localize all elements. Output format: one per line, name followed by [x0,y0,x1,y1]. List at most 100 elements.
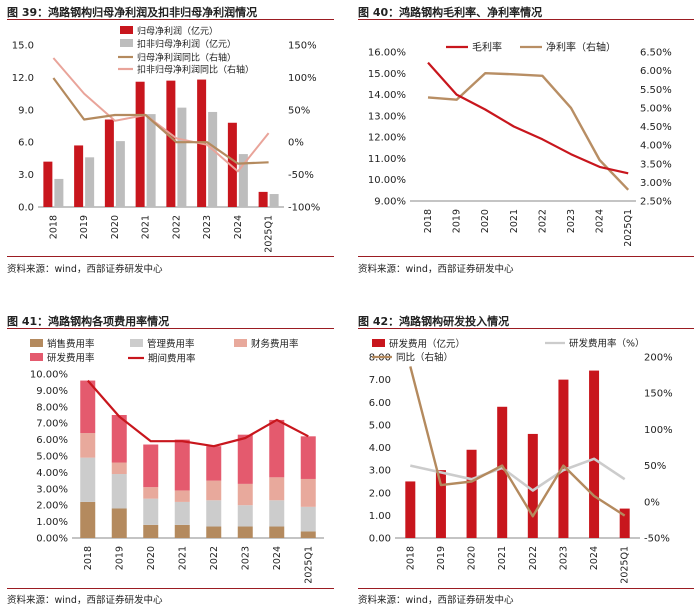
fig41-bar-admin-4 [206,500,222,527]
fig41-bar-sales-7 [300,531,316,538]
fig39-tick-left-5: 15.0 [12,41,34,52]
fig41-source: 资料来源：wind，西部证券研发中心 [7,595,163,606]
fig39-tick-left-3: 9.0 [18,105,34,116]
fig42-title: 图 42：鸿路钢构研发投入情况 [358,315,510,328]
fig39-bar-net-2 [104,119,114,207]
fig41-bar-admin-6 [269,500,285,527]
fig39-legend-deducted-swatch [120,39,133,47]
fig42-xtick-6: 2024 [589,546,600,570]
fig40-legend-gross-label: 毛利率 [472,41,502,54]
fig39-bar-deducted-2 [115,141,125,207]
fig39-bar-net-0 [43,161,53,207]
fig42-tick-right-2: 50% [644,461,666,472]
fig41-bar-admin-1 [111,474,127,509]
fig40-tick-right-0: 2.50% [640,197,672,208]
fig41-legend-finance-swatch [234,339,247,347]
fig42-tick-right-3: 100% [644,425,673,436]
fig41-bar-finance-5 [237,483,253,506]
fig42-xtick-1: 2019 [436,546,447,570]
fig42-tick-left-6: 6.00 [369,398,391,409]
fig41-bar-finance-1 [111,462,127,475]
fig41-bar-admin-5 [237,505,253,527]
fig41-bar-sales-0 [80,501,96,538]
fig40-source-rule [358,256,694,257]
fig42-legend-rate-label: 研发费用率（%） [569,338,645,350]
fig40-tick-left-7: 16.00% [368,48,406,59]
fig39-bar-deducted-7 [269,194,279,207]
fig41-tick-left-6: 6.00% [36,435,68,446]
fig41-bar-sales-2 [143,524,159,538]
fig41-tick-left-7: 7.00% [36,419,68,430]
fig41-tick-left-10: 10.00% [30,370,68,381]
fig39-legend-deducted-yoy-label: 扣非归母净利润同比（右轴） [137,64,254,76]
fig39-bar-deducted-5 [208,111,218,207]
fig42-source: 资料来源：wind，西部证券研发中心 [358,595,514,606]
fig41-source-rule [7,588,334,589]
fig39-bar-net-3 [135,81,145,207]
fig42-source-rule [358,588,694,589]
fig41-bar-finance-3 [174,490,190,502]
fig41-tick-left-8: 8.00% [36,402,68,413]
fig40-tick-left-3: 12.00% [368,133,406,144]
fig41-xtick-7: 2025Q1 [303,546,314,584]
fig41-bar-sales-5 [237,526,253,538]
fig41-title: 图 41：鸿路钢构各项费用率情况 [7,315,170,328]
fig41-bar-finance-7 [300,478,316,507]
fig42-bar-rnd-4 [527,433,538,538]
fig41-bar-rnd-1 [111,415,127,463]
fig40-xtick-7: 2025Q1 [623,209,634,247]
fig39-xtick-6: 2024 [233,215,244,239]
fig41-legend-admin-swatch [130,339,143,347]
fig40-xtick-3: 2021 [509,209,520,233]
fig42-xtick-5: 2023 [558,546,569,570]
fig40-xtick-1: 2019 [452,209,463,233]
fig42-xtick-2: 2020 [467,546,478,570]
fig42-bar-rnd-0 [405,481,416,538]
fig41-tick-left-4: 4.00% [36,468,68,479]
fig41-bar-finance-6 [269,477,285,501]
fig39-tick-right-2: 0% [288,138,304,149]
fig42-tick-right-0: -50% [644,534,670,545]
fig40-xtick-6: 2024 [595,209,606,233]
fig41-legend-finance-label: 财务费用率 [251,338,299,350]
fig41-legend-rnd-label: 研发费用率 [47,352,95,364]
fig40-tick-left-1: 10.00% [368,175,406,186]
fig39-tick-right-3: 50% [288,105,310,116]
fig39-xtick-1: 2019 [79,215,90,239]
fig42-bar-rnd-3 [497,406,508,538]
fig41-bar-finance-0 [80,433,96,458]
fig40-tick-right-7: 6.00% [640,66,672,77]
fig41-tick-left-2: 2.00% [36,501,68,512]
fig41-line-period-expense [86,379,309,448]
fig39-tick-right-0: -100% [288,203,320,214]
fig41-bar-sales-1 [111,508,127,538]
fig41-tick-left-5: 5.00% [36,452,68,463]
fig40-line-gross-margin [427,61,629,175]
fig39-bar-deducted-4 [177,107,187,207]
fig39-bar-deducted-6 [238,154,248,207]
fig39-xtick-4: 2022 [171,215,182,239]
fig40-title: 图 40：鸿路钢构毛利率、净利率情况 [358,6,543,19]
fig42-tick-left-7: 7.00 [369,375,391,386]
fig39-xtick-2: 2020 [110,215,121,239]
fig41-legend-period-label: 期间费用率 [148,353,196,365]
fig41-tick-left-0: 0.00% [36,534,68,545]
fig40-tick-right-1: 3.00% [640,178,672,189]
fig39-bar-net-7 [258,191,268,207]
fig41-bar-rnd-0 [80,380,96,434]
fig42-legend-rnd-swatch [372,339,385,347]
fig42-bar-rnd-6 [589,370,600,538]
fig39-bar-deducted-1 [85,157,95,207]
fig39-tick-right-5: 150% [288,41,317,52]
fig42-line-rnd-rate [410,457,626,492]
fig42-bar-rnd-5 [558,379,569,538]
fig39-line-deducted-yoy [52,57,270,173]
fig42-tick-left-2: 2.00 [369,488,391,499]
fig42-xtick-4: 2022 [528,546,539,570]
fig41-xtick-3: 2021 [177,546,188,570]
fig39-source: 资料来源：wind，西部证券研发中心 [7,264,163,275]
fig42-xtick-3: 2021 [497,546,508,570]
fig39-tick-right-1: -50% [288,170,314,181]
fig41-xtick-1: 2019 [114,546,125,570]
